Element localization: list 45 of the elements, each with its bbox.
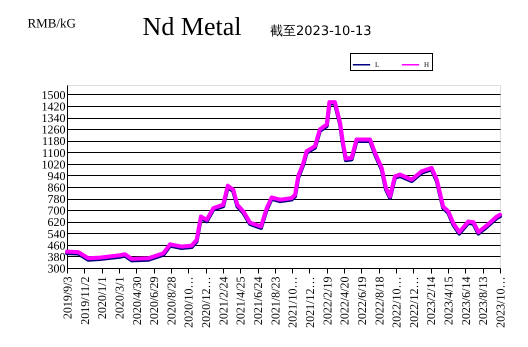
x-tick-label: 2021/6/24: [251, 276, 266, 326]
x-tick-label: 2022/6/19: [354, 276, 369, 326]
x-tick-label: 2020/12…: [199, 276, 214, 328]
y-tick-label: 1340: [42, 111, 66, 126]
y-tick-label: 1020: [42, 157, 66, 172]
x-tick-label: 2022/4/20: [338, 276, 352, 326]
x-tick-label: 2023/6/14: [458, 276, 473, 326]
x-tick-label: 2023/8/13: [476, 276, 490, 326]
x-tick-label: 2019/11/2: [78, 276, 92, 325]
y-tick-label: 460: [48, 238, 66, 252]
x-tick-label: 2023/4/15: [442, 276, 456, 326]
x-tick-label: 2020/4/30: [130, 276, 144, 326]
x-tick-label: 2022/10…: [390, 276, 404, 328]
x-tick-label: 2021/10…: [286, 276, 300, 328]
y-tick-label: 540: [48, 226, 66, 241]
chart-title: Nd Metal: [142, 12, 242, 41]
chart-subtitle: 截至2023-10-13: [270, 24, 372, 39]
y-tick-label: 620: [48, 215, 66, 230]
y-tick-label: 860: [48, 180, 66, 194]
y-tick-label: 1180: [42, 134, 66, 148]
y-tick-label: 780: [48, 192, 66, 206]
x-tick-label: 2021/8/23: [268, 276, 282, 326]
y-tick-label: 380: [48, 250, 66, 264]
x-tick-label: 2020/1/1: [95, 276, 110, 320]
y-tick-label: 1420: [42, 99, 66, 114]
y-tick-label: 940: [48, 168, 66, 183]
x-tick-label: 2023/2/14: [424, 276, 438, 326]
x-tick-label: 2021/4/25: [234, 276, 248, 326]
x-tick-label: 2020/10…: [182, 276, 196, 328]
x-tick-label: 2022/2/19: [320, 276, 334, 326]
x-tick-label: 2020/6/29: [147, 276, 162, 326]
y-axis-title: RMB/kG: [28, 16, 76, 30]
x-tick-label: 2021/2/24: [216, 276, 230, 326]
x-tick-label: 2022/12…: [406, 276, 421, 328]
y-tick-label: 300: [48, 262, 66, 276]
x-tick-label: 2023/10…: [494, 276, 508, 328]
x-tick-label: 2021/12…: [302, 276, 317, 328]
y-tick-label: 1500: [42, 88, 66, 102]
x-tick-label: 2020/3/1: [112, 276, 126, 320]
y-tick-label: 1260: [42, 122, 66, 137]
x-tick-label: 2020/8/28: [164, 276, 178, 326]
x-tick-label: 2022/8/18: [372, 276, 386, 326]
x-tick-label: 2019/9/3: [60, 276, 74, 320]
y-tick-label: 700: [48, 204, 66, 218]
y-tick-label: 1100: [42, 146, 66, 160]
